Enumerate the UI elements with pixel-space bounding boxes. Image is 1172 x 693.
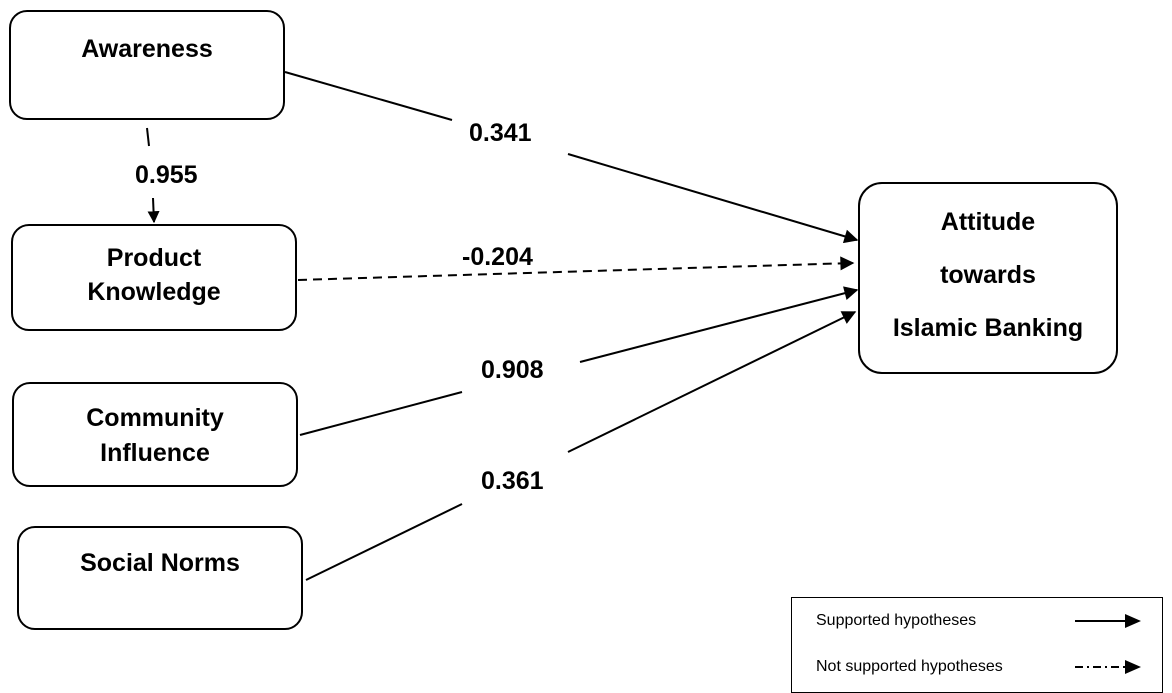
node-social-norms: Social Norms bbox=[17, 526, 303, 630]
node-awareness-label: Awareness bbox=[81, 35, 213, 63]
edge-community-attitude-segment-2 bbox=[579, 286, 859, 363]
node-community-influence-line1: Community bbox=[86, 404, 224, 432]
edge-social-attitude-segment-2 bbox=[567, 311, 857, 453]
edge-label-awareness-attitude: 0.341 bbox=[469, 119, 532, 147]
legend-dashdot-arrow-icon bbox=[1075, 660, 1141, 674]
node-community-influence: Community Influence bbox=[12, 382, 298, 487]
edge-awareness-product-segment-2 bbox=[147, 197, 160, 224]
edge-awareness-product-segment-1 bbox=[146, 127, 150, 147]
node-community-influence-line2: Influence bbox=[100, 439, 210, 467]
edge-awareness-attitude-segment-2 bbox=[567, 153, 859, 244]
edge-label-awareness-product: 0.955 bbox=[135, 161, 198, 189]
edge-product-attitude bbox=[297, 256, 855, 281]
node-product-knowledge: Product Knowledge bbox=[11, 224, 297, 331]
edge-awareness-attitude-segment-1 bbox=[284, 71, 453, 121]
node-attitude-line3: Islamic Banking bbox=[892, 314, 1084, 342]
node-attitude-line2: towards bbox=[940, 261, 1036, 289]
edge-label-social-attitude: 0.361 bbox=[481, 467, 544, 495]
node-attitude-line1: Attitude bbox=[940, 208, 1036, 236]
node-awareness: Awareness bbox=[9, 10, 285, 120]
node-product-knowledge-line2: Knowledge bbox=[87, 278, 221, 306]
edge-label-product-attitude: -0.204 bbox=[462, 243, 533, 271]
legend: Supported hypotheses Not supported hypot… bbox=[791, 597, 1163, 693]
edge-community-attitude-segment-1 bbox=[299, 391, 463, 436]
edge-label-community-attitude: 0.908 bbox=[481, 356, 544, 384]
node-attitude-islamic-banking: Attitude towards Islamic Banking bbox=[858, 182, 1118, 374]
legend-supported-label: Supported hypotheses bbox=[816, 612, 977, 629]
node-social-norms-label: Social Norms bbox=[80, 549, 240, 577]
node-product-knowledge-line1: Product bbox=[106, 244, 202, 272]
legend-not-supported-label: Not supported hypotheses bbox=[816, 658, 1003, 675]
edge-social-attitude-segment-1 bbox=[305, 503, 463, 581]
legend-solid-arrow-icon bbox=[1075, 614, 1141, 628]
